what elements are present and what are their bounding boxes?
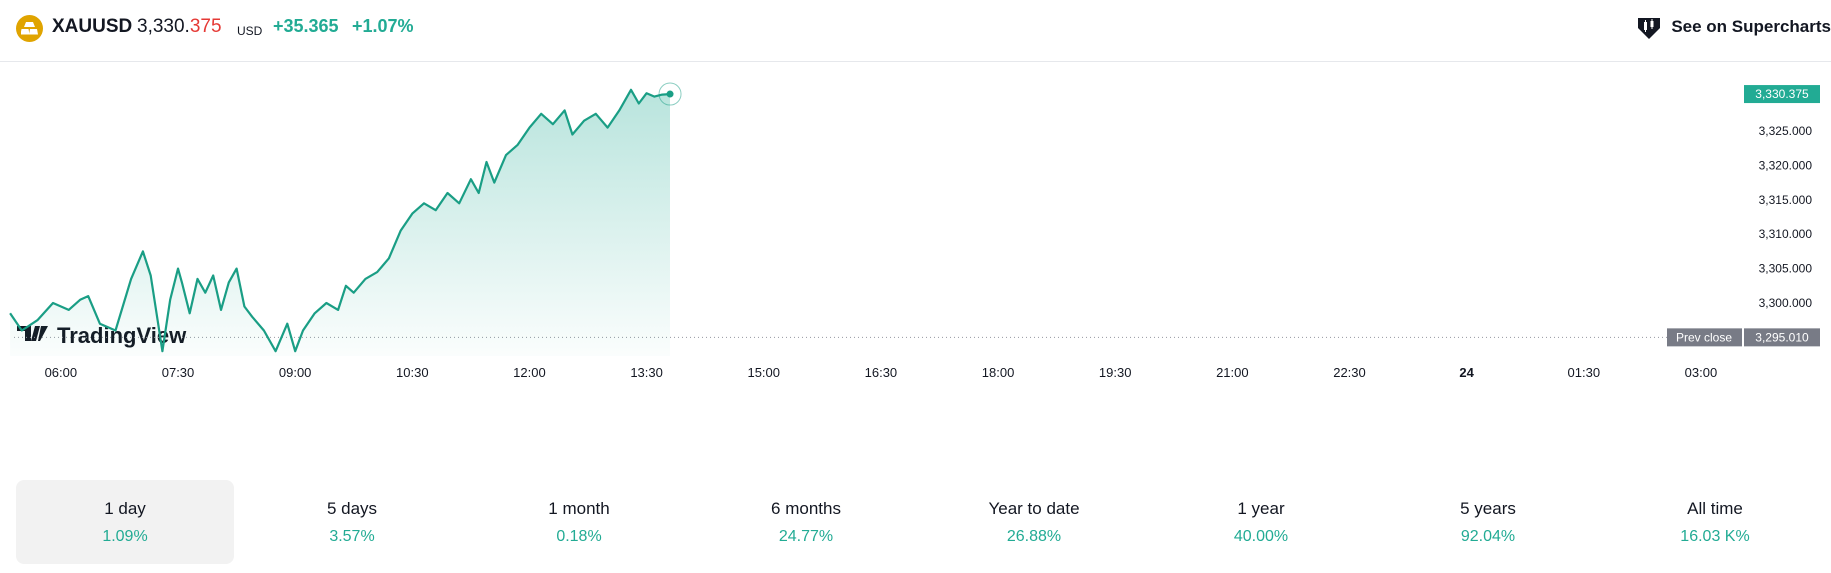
- prev-close-value-tag: [1744, 328, 1820, 347]
- x-tick-label: 19:30: [1099, 365, 1132, 380]
- period-label: 5 days: [326, 499, 378, 518]
- period-6-months[interactable]: 6 months 24.77%: [697, 480, 915, 564]
- x-tick-label: 03:00: [1685, 365, 1718, 380]
- x-tick-label: 12:00: [513, 365, 546, 380]
- last-price: 3,330.375: [137, 16, 222, 38]
- y-tick-label: 3,315.000: [1759, 193, 1813, 207]
- period-label: Year to date: [988, 499, 1080, 518]
- last-point-halo: [658, 82, 682, 106]
- x-tick-label: 06:00: [45, 365, 78, 380]
- x-tick-label: 22:30: [1333, 365, 1366, 380]
- price-fraction: 375: [189, 16, 222, 37]
- last-point: [666, 90, 674, 98]
- period-change: 1.09%: [102, 528, 148, 545]
- period-label: 1 day: [104, 499, 146, 518]
- period-1-month[interactable]: 1 month 0.18%: [470, 480, 688, 564]
- period-label: 5 years: [1460, 499, 1516, 518]
- period-change: 24.77%: [778, 528, 834, 545]
- gold-bars-icon: [16, 15, 43, 42]
- last-price-tag: [1744, 85, 1820, 104]
- period-change: 26.88%: [1006, 528, 1062, 545]
- x-tick-label: 24: [1459, 365, 1474, 380]
- period-selector: 1 day 1.09% 5 days 3.57% 1 month 0.18% 6…: [16, 480, 1831, 564]
- period-label: All time: [1687, 499, 1743, 518]
- period-1-day[interactable]: 1 day 1.09%: [16, 480, 234, 564]
- prev-close-badge: [1667, 328, 1742, 347]
- period-5-days[interactable]: 5 days 3.57%: [243, 480, 461, 564]
- period-change: 0.18%: [556, 528, 602, 545]
- price-area: [10, 89, 671, 357]
- price-change: +35.365: [273, 16, 339, 36]
- x-tick-label: 10:30: [396, 365, 429, 380]
- period-5-years[interactable]: 5 years 92.04%: [1379, 480, 1597, 564]
- price-change-percent: +1.07%: [352, 16, 414, 36]
- prev-close-badge-label: Prev close: [1676, 330, 1732, 344]
- period-year-to-date[interactable]: Year to date 26.88%: [925, 480, 1143, 564]
- y-tick-label: 3,305.000: [1759, 262, 1813, 276]
- y-tick-label: 3,300.000: [1759, 296, 1813, 310]
- supercharts-label: See on Supercharts: [1671, 17, 1831, 36]
- period-change: 3.57%: [329, 528, 375, 545]
- price-chart[interactable]: TradingView3,325.0003,320.0003,315.0003,…: [0, 62, 1831, 462]
- last-price-tag-label: 3,330.375: [1755, 87, 1809, 101]
- period-label: 6 months: [771, 499, 841, 518]
- x-tick-label: 21:00: [1216, 365, 1249, 380]
- symbol-header: XAUUSD 3,330.375 USD +35.365 +1.07% See …: [0, 0, 1831, 62]
- period-label: 1 month: [548, 499, 610, 518]
- x-tick-label: 15:00: [747, 365, 780, 380]
- y-tick-label: 3,325.000: [1759, 124, 1813, 138]
- period-all-time[interactable]: All time 16.03 K%: [1606, 480, 1824, 564]
- prev-close-value-label: 3,295.010: [1755, 330, 1809, 344]
- x-tick-label: 13:30: [630, 365, 663, 380]
- period-change: 92.04%: [1460, 528, 1516, 545]
- x-tick-label: 18:00: [982, 365, 1015, 380]
- supercharts-icon: [1638, 18, 1661, 39]
- period-change: 40.00%: [1233, 528, 1289, 545]
- x-tick-label: 01:30: [1568, 365, 1601, 380]
- period-1-year[interactable]: 1 year 40.00%: [1152, 480, 1370, 564]
- price-line: [9, 88, 671, 353]
- period-change: 16.03 K%: [1680, 528, 1750, 545]
- x-tick-label: 09:00: [279, 365, 312, 380]
- y-tick-label: 3,310.000: [1759, 227, 1813, 241]
- x-tick-label: 16:30: [865, 365, 898, 380]
- y-tick-label: 3,320.000: [1759, 158, 1813, 172]
- x-tick-label: 07:30: [162, 365, 195, 380]
- price-integer: 3,330.: [137, 16, 190, 37]
- symbol-name[interactable]: XAUUSD: [52, 16, 133, 37]
- currency-label: USD: [237, 24, 263, 38]
- period-label: 1 year: [1237, 499, 1285, 518]
- see-on-supercharts-button[interactable]: See on Supercharts: [1635, 12, 1831, 42]
